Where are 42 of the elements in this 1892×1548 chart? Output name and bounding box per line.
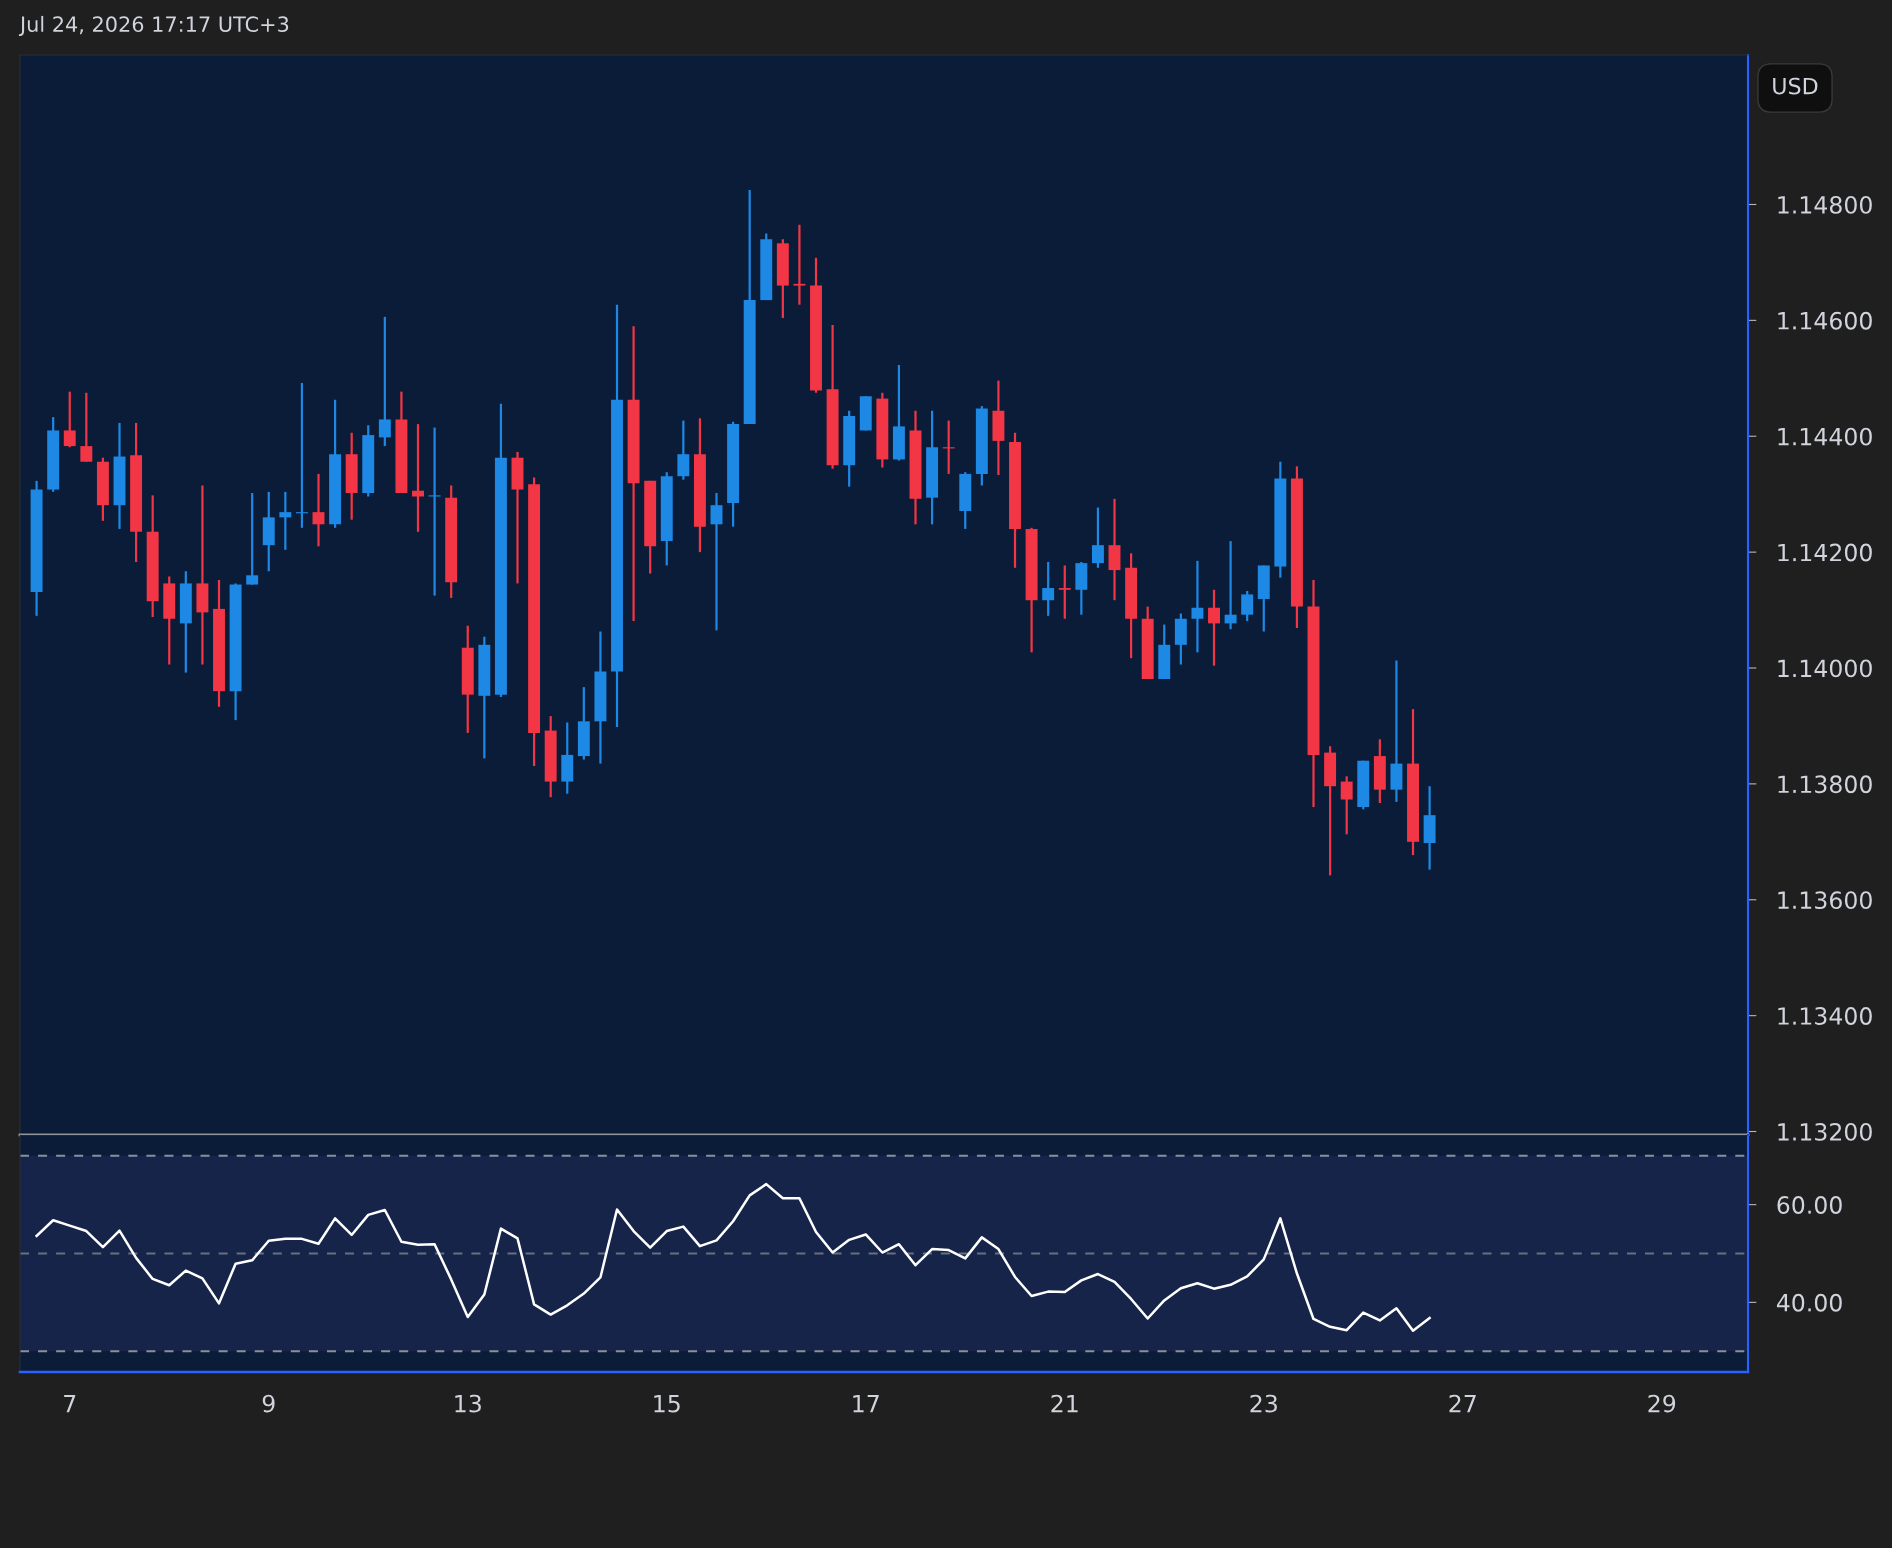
x-tick-label: 13 bbox=[455, 1394, 481, 1413]
candlestick bbox=[1340, 775, 1353, 836]
candlestick bbox=[1042, 560, 1055, 617]
candlestick bbox=[428, 426, 441, 597]
text: Jul 24, 2026 17:17 UTC+3 bbox=[18, 15, 289, 36]
candlestick bbox=[793, 223, 806, 306]
x-tick-label: 17 bbox=[853, 1394, 879, 1413]
x-tick-label: 29 bbox=[1648, 1394, 1676, 1413]
x-tick-label: 23 bbox=[1250, 1394, 1277, 1413]
y-tick-label: 40.00 bbox=[1776, 1293, 1842, 1312]
y-tick-label: 1.14400 bbox=[1778, 427, 1872, 446]
line-series bbox=[35, 1182, 1431, 1332]
y-tick-label: 1.14600 bbox=[1778, 311, 1872, 330]
y-tick-label: 1.14800 bbox=[1778, 195, 1872, 214]
candlestick bbox=[412, 422, 424, 533]
y-tick-label: 1.13600 bbox=[1778, 891, 1872, 910]
candlestick bbox=[1091, 506, 1104, 569]
x-tick-label: 9 bbox=[262, 1394, 275, 1413]
candlestick bbox=[63, 390, 76, 449]
x-tick-label: 7 bbox=[64, 1394, 76, 1413]
x-tick-label: 15 bbox=[654, 1394, 680, 1413]
candlestick bbox=[1224, 540, 1237, 631]
candlestick bbox=[80, 391, 93, 463]
candlestick bbox=[378, 315, 391, 448]
candlestick bbox=[279, 490, 292, 551]
y-tick-label: 60.00 bbox=[1777, 1196, 1842, 1214]
candlestick bbox=[677, 419, 690, 481]
y-tick-label: 1.14000 bbox=[1778, 659, 1872, 678]
candlestick bbox=[1058, 564, 1071, 620]
x-tick-label: 21 bbox=[1051, 1394, 1078, 1413]
candlestick bbox=[1241, 589, 1254, 623]
text: USD bbox=[1773, 77, 1818, 95]
y-tick-label: 1.13400 bbox=[1778, 1007, 1872, 1025]
y-tick-label: 1.13800 bbox=[1778, 775, 1872, 794]
candlestick bbox=[312, 472, 325, 548]
candlestick bbox=[1208, 588, 1220, 667]
candlestick bbox=[246, 491, 259, 586]
x-tick-label: 27 bbox=[1449, 1394, 1476, 1413]
candlestick bbox=[1191, 559, 1204, 654]
y-tick-label: 1.14200 bbox=[1778, 543, 1872, 562]
candlestick bbox=[710, 491, 723, 632]
y-tick-label: 1.13200 bbox=[1778, 1122, 1872, 1141]
